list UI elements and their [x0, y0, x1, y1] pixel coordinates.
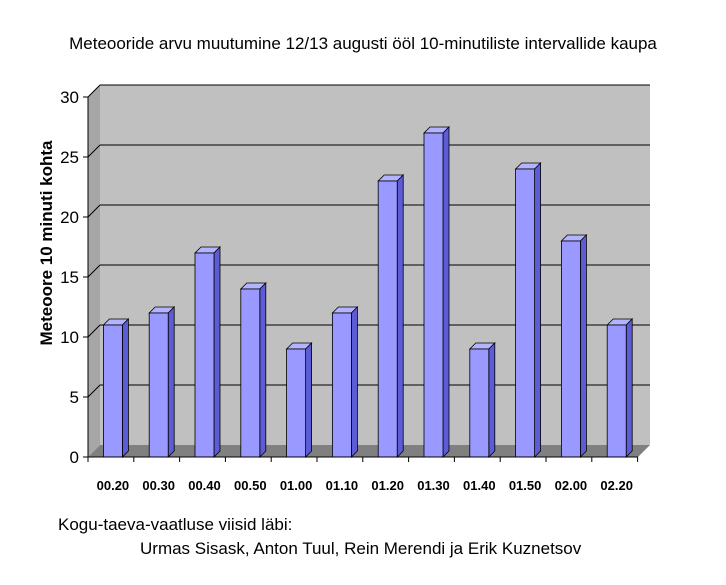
x-tick-label: 01.50 [509, 478, 542, 493]
gridline-side [87, 144, 101, 158]
bar [561, 240, 581, 458]
x-tick-label: 00.20 [97, 478, 130, 493]
y-ticks: 0 5 10 15 20 25 30 [60, 88, 88, 467]
gridline-side [87, 204, 101, 218]
bar-side [122, 318, 129, 458]
x-tick-label: 01.00 [280, 478, 313, 493]
x-tick-label: 01.20 [371, 478, 404, 493]
y-tick-label: 0 [70, 448, 79, 467]
y-tick-label: 30 [60, 88, 79, 107]
chart-title: Meteooride arvu muutumine 12/13 augusti … [69, 34, 657, 53]
bar [103, 324, 123, 458]
gridline-side [87, 84, 101, 98]
bar [469, 348, 490, 458]
bar [331, 312, 352, 458]
bar [194, 252, 215, 458]
bar [515, 168, 535, 458]
bar [148, 312, 169, 458]
bar [377, 180, 398, 458]
y-tick-label: 15 [60, 268, 79, 287]
bar-side [259, 282, 267, 458]
y-tick-label: 25 [60, 148, 79, 167]
gridline-side [87, 384, 101, 398]
x-tick-label: 02.00 [555, 478, 588, 493]
bar [423, 132, 444, 458]
bar [286, 348, 307, 458]
credits-heading: Kogu-taeva-vaatluse viisid läbi: [58, 515, 293, 534]
x-tick-label: 00.50 [234, 478, 267, 493]
y-tick-label: 20 [60, 208, 79, 227]
gridline-side [87, 264, 101, 278]
gridline-side [87, 324, 101, 338]
x-tick-label: 02.20 [600, 478, 633, 493]
y-tick-label: 10 [60, 328, 79, 347]
bar-side [488, 342, 496, 458]
x-tick-label: 00.30 [142, 478, 175, 493]
x-tick-label: 01.10 [326, 478, 359, 493]
bar-side [442, 126, 450, 458]
x-tick-label: 00.40 [188, 478, 221, 493]
x-ticks: 00.20 00.30 00.40 00.50 01.00 01.10 01.20 01.30… [87, 457, 639, 493]
plot-floor [88, 445, 650, 457]
bar-side [580, 234, 587, 458]
bar-side [167, 306, 175, 458]
bar-side [534, 162, 541, 458]
y-tick-label: 5 [70, 388, 79, 407]
x-tick-label: 01.40 [463, 478, 496, 493]
bar [240, 288, 261, 458]
bar-side [305, 342, 313, 458]
bar-side [396, 174, 404, 458]
bar [606, 324, 627, 458]
x-tick-label: 01.30 [417, 478, 450, 493]
bar-side [350, 306, 358, 458]
bar-side [213, 246, 221, 458]
bar-side [625, 318, 633, 458]
gridlines [87, 84, 650, 398]
credits-names: Urmas Sisask, Anton Tuul, Rein Merendi j… [140, 539, 582, 558]
bars [102, 126, 634, 458]
